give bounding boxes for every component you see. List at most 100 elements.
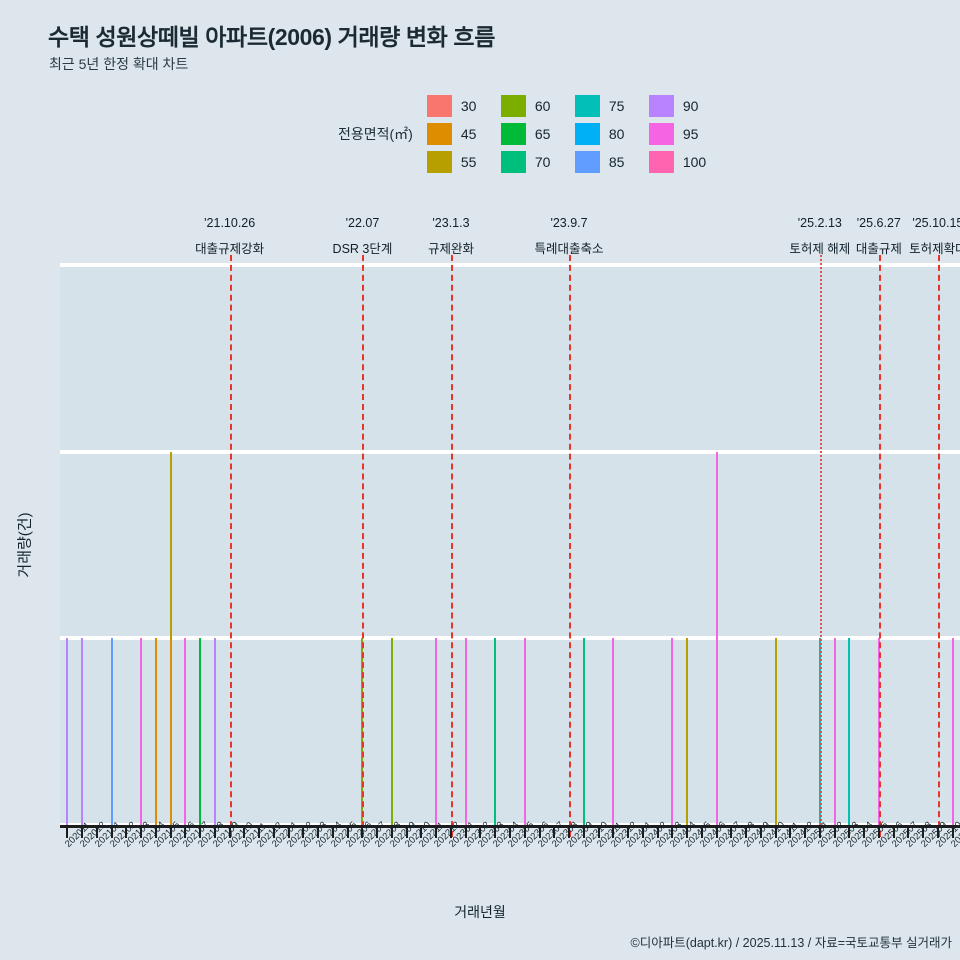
event-date-label: '25.10.15 [912, 216, 960, 230]
bar [184, 638, 187, 825]
legend-item-85[interactable]: 85 [574, 150, 635, 174]
x-tick-mark [228, 825, 231, 838]
x-tick-mark [715, 825, 718, 838]
bar [671, 638, 674, 825]
x-tick-mark [922, 825, 925, 838]
event-desc-label: 특례대출축소 [534, 242, 604, 256]
legend-item-55[interactable]: 55 [426, 150, 487, 174]
event-desc-label: 대출규제강화 [195, 242, 265, 256]
event-desc-label: 대출규제 [855, 242, 902, 256]
x-axis-title: 거래년월 [454, 904, 506, 920]
legend-swatch-icon [648, 151, 674, 173]
event-marker-line [937, 255, 940, 837]
legend-swatch-icon [500, 151, 526, 173]
x-tick-mark [907, 825, 910, 838]
x-tick-mark [774, 825, 777, 838]
x-tick-mark [66, 825, 69, 838]
bar [464, 638, 467, 825]
x-tick-mark [272, 825, 275, 838]
legend-swatch-icon [574, 123, 600, 145]
event-desc-label: 토허제 해제 [789, 242, 851, 256]
x-tick-mark [730, 825, 733, 838]
x-tick-mark [538, 825, 541, 838]
x-tick-mark [435, 825, 438, 838]
bar [154, 638, 157, 825]
x-tick-mark [243, 825, 246, 838]
legend-swatch-icon [574, 95, 600, 117]
page-subtitle: 최근 5년 한정 확대 차트 [49, 56, 189, 72]
legend-item-65[interactable]: 65 [500, 122, 561, 146]
legend-item-label: 85 [608, 154, 625, 170]
legend-swatch-icon [648, 95, 674, 117]
x-tick-mark [154, 825, 157, 838]
legend-item-100[interactable]: 100 [648, 150, 709, 174]
legend-item-label: 75 [608, 98, 625, 114]
x-tick-mark [936, 825, 939, 838]
x-tick-mark [818, 825, 821, 838]
bar [140, 638, 143, 825]
bar [833, 638, 836, 825]
bar [390, 638, 393, 825]
x-tick-mark [656, 825, 659, 838]
legend-item-45[interactable]: 45 [426, 122, 487, 146]
x-tick-mark [553, 825, 556, 838]
legend-item-60[interactable]: 60 [500, 94, 561, 118]
x-tick-mark [877, 825, 880, 838]
x-tick-mark [331, 825, 334, 838]
legend-item-75[interactable]: 75 [574, 94, 635, 118]
x-tick-mark [509, 825, 511, 838]
x-tick-mark [213, 825, 216, 838]
x-tick-mark [464, 825, 467, 838]
bar [199, 638, 202, 825]
legend-items: 30 45 55 60 65 70 75 80 85 90 95 100 [426, 94, 709, 174]
legend-item-label: 65 [534, 126, 551, 142]
legend-item-70[interactable]: 70 [500, 150, 561, 174]
legend-item-label: 100 [682, 154, 707, 170]
x-tick-mark [833, 825, 836, 838]
legend-item-30[interactable]: 30 [426, 94, 487, 118]
bar [435, 638, 438, 825]
legend-swatch-icon [426, 151, 452, 173]
event-date-label: '21.10.26 [204, 216, 256, 230]
footer-credit: ©디아파트(dapt.kr) / 2025.11.13 / 자료=국토교통부 실… [630, 936, 953, 950]
legend-swatch-icon [500, 95, 526, 117]
legend-item-label: 95 [682, 126, 699, 142]
x-tick-mark [582, 825, 585, 838]
bar [110, 638, 113, 825]
legend-swatch-icon [648, 123, 674, 145]
event-marker-line [878, 255, 881, 837]
legend-item-80[interactable]: 80 [574, 122, 635, 146]
x-tick-mark [199, 825, 202, 838]
event-date-label: '25.6.27 [856, 216, 901, 230]
x-tick-mark [789, 825, 792, 838]
x-tick-mark [110, 825, 113, 838]
bar [715, 451, 718, 825]
event-marker-line [569, 255, 572, 837]
legend-swatch-icon [426, 123, 452, 145]
legend-item-label: 30 [460, 98, 477, 114]
gridline [60, 263, 960, 267]
legend-item-95[interactable]: 95 [648, 122, 709, 146]
gridline [60, 636, 960, 641]
bar [612, 638, 615, 825]
legend-item-90[interactable]: 90 [648, 94, 709, 118]
bar [494, 638, 497, 825]
x-tick-mark [125, 825, 128, 838]
page-title: 수택 성원상떼빌 아파트(2006) 거래량 변화 흐름 [48, 24, 495, 50]
x-tick-mark [376, 825, 379, 838]
x-tick-mark [597, 825, 600, 838]
bar [686, 638, 689, 825]
x-tick-mark [627, 825, 630, 838]
gridline [60, 449, 960, 454]
legend-item-label: 60 [534, 98, 551, 114]
x-tick-mark [140, 825, 143, 838]
x-tick-mark [258, 825, 261, 838]
bar [774, 638, 777, 825]
x-tick-mark [494, 825, 497, 838]
event-marker-line [229, 255, 232, 837]
legend-swatch-icon [426, 95, 452, 117]
x-tick-mark [568, 825, 571, 838]
x-tick-mark [346, 825, 349, 838]
x-tick-mark [523, 825, 526, 838]
